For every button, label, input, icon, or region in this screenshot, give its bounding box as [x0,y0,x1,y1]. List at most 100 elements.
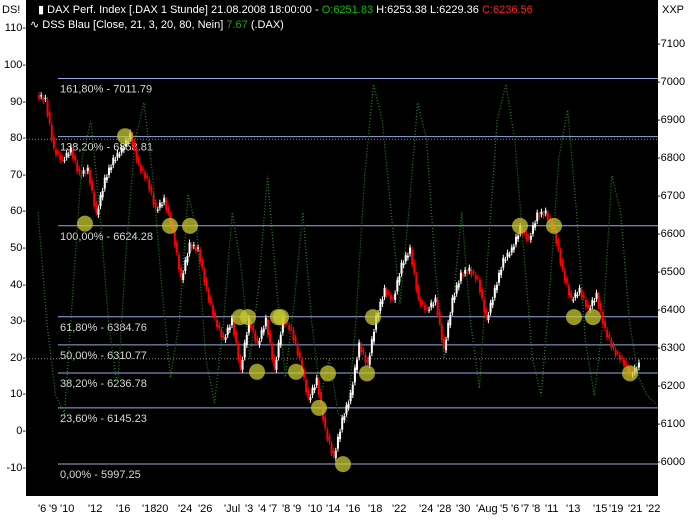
candle-body [237,345,240,360]
highlight-marker [182,217,198,234]
candle-body [110,167,113,171]
candle-body [120,147,123,153]
candle-body [230,317,233,326]
candle-body [606,330,609,338]
right-tick-label: -6100 [657,418,686,430]
candle-body [163,197,166,203]
candle-body [525,234,528,240]
candle-body [203,269,206,283]
candle-body [531,225,534,234]
fib-level-label: 61,80% - 6384.76 [60,322,147,334]
candle-body [324,417,327,428]
right-tick-label: -6000 [657,456,686,468]
candle-body [438,312,441,323]
highlight-marker [117,128,133,145]
candle-body [309,397,312,400]
fib-level-label: 100,00% - 6624.28 [60,231,153,243]
candle-body [398,276,401,283]
candle-body [514,236,517,245]
candle-body [415,274,418,290]
candle-body [341,417,344,430]
x-tick-label: '5 [500,503,509,515]
x-tick-label: '7 [269,503,278,515]
candle-body [228,327,231,330]
candle-body [595,292,598,299]
candle-body [447,322,450,338]
candle-body [343,416,346,421]
price-header: ▮ DAX Perf. Index [.DAX 1 Stunde] 21.08.… [38,3,533,16]
candle-body [108,167,111,175]
candle-body [614,350,617,355]
candle-body [290,327,293,329]
candle-body [512,246,515,250]
candle-body [470,269,473,275]
candle-body [529,235,532,240]
candle-body [580,290,583,298]
candle-body [188,242,191,254]
candle-body [591,300,594,307]
x-tick-label: '30 [456,503,471,515]
candle-body [222,334,225,338]
candle-body [345,405,348,414]
left-tick-label: 0- [16,425,26,437]
left-corner-label: DS! [2,4,21,16]
plot-area[interactable]: 161,80% - 7011.79 138,20% - 6858.81 100,00… [26,0,658,496]
candle-body [440,325,443,340]
candle-body [616,352,619,354]
candle-body [476,277,479,279]
candle-body [101,190,104,198]
candle-body [466,272,469,274]
candle-body [42,97,45,102]
fib-level-label: 50,00% - 6310.77 [60,350,147,362]
candle-body [76,162,79,171]
candle-body [548,217,551,220]
candle-body [453,295,456,300]
candle-body [256,338,259,343]
candle-body [436,299,439,315]
candle-body [213,312,216,318]
candle-body [105,177,108,180]
candle-body [269,332,272,343]
candle-body [457,283,460,288]
x-tick-label: '6 [511,503,520,515]
left-tick-label: 10- [10,388,26,401]
highlight-marker [365,309,381,326]
candle-body [434,297,437,303]
candle-body [517,235,520,239]
candle-body [587,304,590,308]
candle-body [59,155,62,160]
highlight-marker [288,363,304,380]
x-tick-label: 'Jul [224,503,241,515]
candle-body [307,389,310,398]
right-tick-label: -6900 [657,114,686,126]
candle-body [601,312,604,324]
candle-body [114,159,117,161]
candle-body [156,209,159,211]
candle-body [194,247,197,251]
left-tick-label: 50- [10,242,26,254]
candle-body [358,342,361,358]
candle-body [563,271,566,281]
candle-body [286,322,289,324]
candle-body [65,152,68,158]
close-value: C:6236.56 [481,4,533,16]
candle-body [449,314,452,326]
candle-body [485,310,488,318]
candle-body [608,335,611,338]
candle-body [406,255,409,258]
x-tick-label: '11 [545,503,559,515]
candle-body [103,177,106,189]
candle-body [135,150,138,160]
candle-body [557,241,560,249]
candle-body [546,212,549,220]
candle-body [385,290,388,295]
candle-body [330,444,333,454]
highlight-marker [320,365,336,382]
candle-body [584,299,587,308]
candle-body [328,436,331,442]
candle-body [419,299,422,305]
wave-icon: ∿ [30,19,40,31]
candle-body [572,299,575,301]
candle-body [50,124,53,140]
